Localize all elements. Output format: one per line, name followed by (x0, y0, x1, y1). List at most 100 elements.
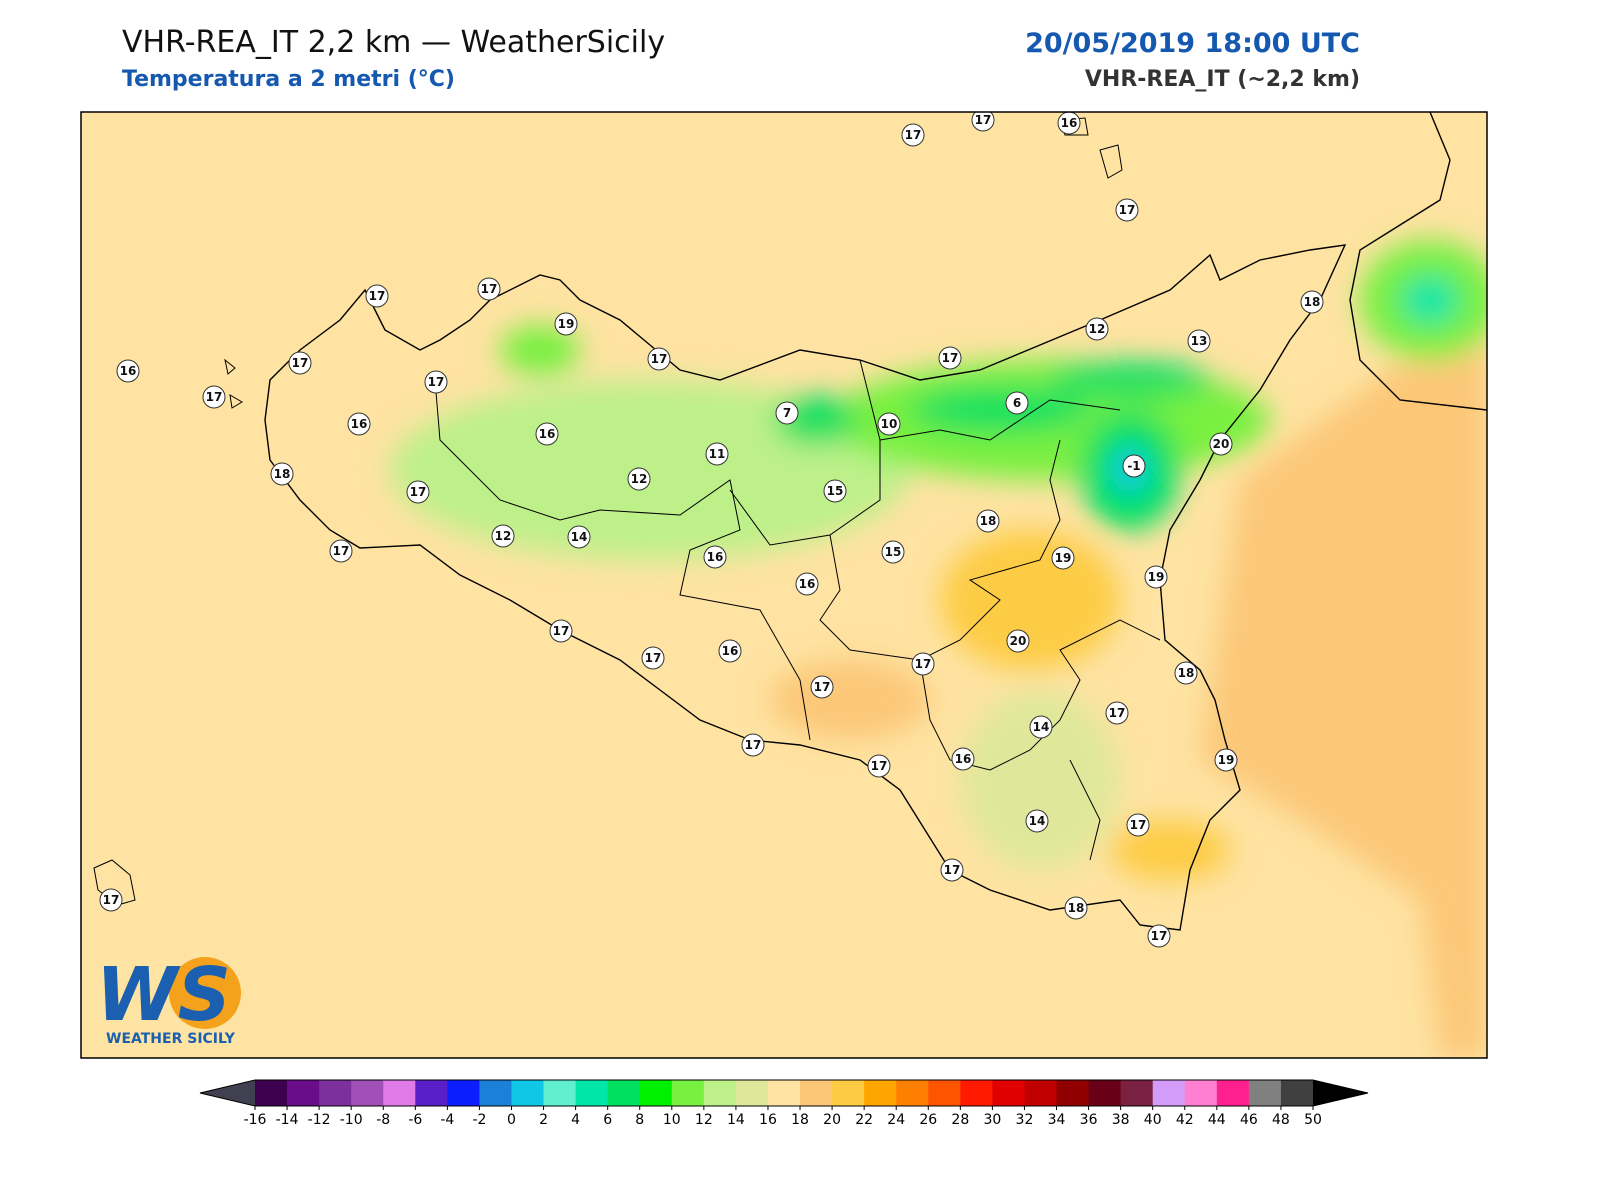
station-value: 10 (881, 417, 898, 431)
colorbar-segment (735, 1080, 769, 1106)
colorbar-tick-label: -6 (408, 1112, 422, 1128)
colorbar-tick-label: 40 (1144, 1112, 1162, 1128)
station-value: 15 (827, 484, 844, 498)
subtitle: Temperatura a 2 metri (°C) (122, 67, 455, 92)
station-value: 12 (1089, 322, 1106, 336)
station-marker (116, 359, 140, 383)
station-marker (940, 858, 964, 882)
station-value: 17 (942, 351, 959, 365)
colorbar-tick-label: 16 (759, 1112, 777, 1128)
station-marker (911, 652, 935, 676)
station-marker (1209, 432, 1233, 456)
station-value: 20 (1213, 437, 1230, 451)
colorbar-segment (896, 1080, 929, 1106)
logo: WS WEATHER SICILY (96, 952, 241, 1047)
colorbar-segment (1216, 1080, 1250, 1106)
field-shading (390, 240, 1487, 1058)
station-marker (705, 442, 729, 466)
station-marker (810, 675, 834, 699)
station-value: 17 (915, 657, 932, 671)
colorbar-segment (447, 1080, 480, 1106)
station-value: 17 (745, 738, 762, 752)
station-marker (1187, 329, 1211, 353)
station-marker (477, 277, 501, 301)
colorbar-under (200, 1080, 255, 1106)
station-value: 17 (292, 356, 309, 370)
station-value: 18 (1304, 295, 1321, 309)
station-marker (1126, 813, 1150, 837)
colorbar-tick-label: 26 (919, 1112, 937, 1128)
station-value: 6 (1013, 396, 1021, 410)
station-value: 19 (1148, 570, 1165, 584)
colorbar-segment (1088, 1080, 1122, 1106)
station-marker (406, 480, 430, 504)
station-marker (1300, 290, 1324, 314)
colorbar-tick-label: 20 (823, 1112, 841, 1128)
colorbar-segment (255, 1080, 288, 1106)
station-value: 18 (1068, 901, 1085, 915)
station-marker (1029, 715, 1053, 739)
station-marker (1051, 546, 1075, 570)
station-marker (703, 545, 727, 569)
station-value: 17 (553, 624, 570, 638)
station-value: 17 (103, 893, 120, 907)
station-marker (202, 385, 226, 409)
colorbar-tick-label: 50 (1304, 1112, 1322, 1128)
station-value: 12 (631, 472, 648, 486)
colorbar-segment (703, 1080, 737, 1106)
station-marker (1064, 896, 1088, 920)
station-marker (1122, 454, 1146, 478)
station-value: 11 (709, 447, 726, 461)
station-marker (1214, 748, 1238, 772)
station-value: 16 (707, 550, 724, 564)
station-marker (1006, 629, 1030, 653)
station-marker (741, 733, 765, 757)
station-value: 14 (1033, 720, 1050, 734)
station-value: 19 (1055, 551, 1072, 565)
station-marker (554, 312, 578, 336)
station-value: 17 (814, 680, 831, 694)
colorbar-segment (511, 1080, 545, 1106)
station-marker (1147, 924, 1171, 948)
station-value: 17 (905, 128, 922, 142)
logo-name: WEATHER SICILY (106, 1031, 236, 1047)
station-value: 12 (495, 529, 512, 543)
station-value: 17 (333, 544, 350, 558)
station-value: 19 (1218, 753, 1235, 767)
colorbar-tick-label: -14 (276, 1112, 299, 1128)
colorbar-tick-label: -10 (340, 1112, 363, 1128)
station-marker (365, 284, 389, 308)
station-value: 17 (871, 759, 888, 773)
station-marker (535, 422, 559, 446)
colorbar-tick-label: 34 (1048, 1112, 1066, 1128)
station-value: 15 (885, 545, 902, 559)
colorbar-segment (319, 1080, 352, 1106)
colorbar-tick-label: 44 (1208, 1112, 1226, 1128)
station-marker (641, 646, 665, 670)
colorbar-tick-label: -8 (376, 1112, 390, 1128)
colorbar-tick-label: 46 (1240, 1112, 1258, 1128)
station-marker (881, 540, 905, 564)
colorbar-tick-label: 30 (983, 1112, 1001, 1128)
colorbar-segment (1184, 1080, 1218, 1106)
colorbar-segment (639, 1080, 673, 1106)
station-value: 7 (783, 406, 791, 420)
colorbar-segment (351, 1080, 384, 1106)
colorbar-tick-label: 10 (663, 1112, 681, 1128)
colorbar-tick-label: 6 (603, 1112, 612, 1128)
station-marker (877, 412, 901, 436)
colorbar-tick-label: 2 (539, 1112, 548, 1128)
station-marker (1144, 565, 1168, 589)
station-marker (1025, 809, 1049, 833)
colorbar-tick-label: -2 (472, 1112, 486, 1128)
station-value: 17 (1119, 203, 1136, 217)
station-value: 18 (980, 514, 997, 528)
colorbar-segment (800, 1080, 833, 1106)
colorbar-tick-label: 8 (635, 1112, 644, 1128)
station-value: 16 (722, 644, 739, 658)
station-marker (99, 888, 123, 912)
station-marker (288, 351, 312, 375)
station-value: 20 (1010, 634, 1027, 648)
station-marker (424, 370, 448, 394)
station-markers: 17 17 16 17 17 17 19 18 12 13 16 17 17 17 17 17 7 6 10 16 16… (99, 112, 1324, 948)
